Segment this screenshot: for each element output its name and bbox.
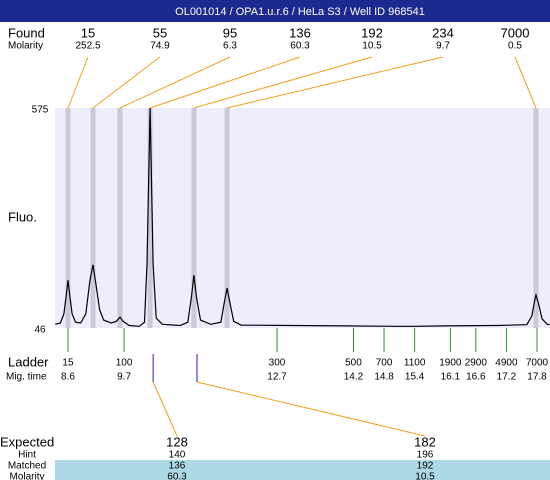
peak-band <box>224 108 230 328</box>
found-size: 7000 <box>501 25 530 40</box>
found-molarity: 252.5 <box>75 41 100 52</box>
ladder-time: 17.2 <box>497 372 517 383</box>
y-tick-label: 46 <box>34 325 46 336</box>
matched-label: Matched <box>8 461 46 472</box>
peak-connector <box>149 56 301 109</box>
ladder-size: 1100 <box>404 358 426 369</box>
found-molarity: 0.5 <box>508 41 522 52</box>
peak-band <box>65 108 71 328</box>
peak-band <box>117 108 123 328</box>
y-axis-label: Fluo. <box>8 209 37 224</box>
trace <box>55 107 550 327</box>
found-molarity: 60.3 <box>290 41 310 52</box>
title: OL001014 / OPA1.u.r.6 / HeLa S3 / Well I… <box>175 6 425 18</box>
ladder-size: 4900 <box>495 358 518 369</box>
expected-label: Expected <box>0 434 54 449</box>
matched-size: 192 <box>417 461 434 472</box>
peak-connector <box>226 56 444 109</box>
found-label: Found <box>8 25 45 40</box>
mig-time-label: Mig. time <box>6 372 47 383</box>
hint-label: Hint <box>18 450 36 461</box>
ladder-time: 8.6 <box>61 372 75 383</box>
peak-connector <box>514 56 537 109</box>
ladder-size: 1900 <box>439 358 462 369</box>
ladder-time: 16.1 <box>441 372 461 383</box>
found-molarity: 74.9 <box>150 41 170 52</box>
ladder-time: 14.2 <box>344 372 364 383</box>
ladder-time: 15.4 <box>405 372 425 383</box>
found-size: 192 <box>361 25 383 40</box>
found-molarity-label: Molarity <box>8 41 43 52</box>
expected-size: 182 <box>414 434 436 449</box>
found-size: 55 <box>153 25 167 40</box>
matched-size: 136 <box>169 461 186 472</box>
found-molarity: 10.5 <box>362 41 382 52</box>
y-tick-label: 575 <box>32 105 49 116</box>
peak-band <box>533 108 539 328</box>
ladder-time: 9.7 <box>117 372 131 383</box>
ladder-size: 300 <box>269 358 286 369</box>
peak-connector <box>119 56 231 109</box>
hint-size: 196 <box>417 450 434 461</box>
expected-connector <box>152 381 178 437</box>
ladder-time: 16.6 <box>466 372 486 383</box>
peak-connector <box>92 56 161 109</box>
peak-connector <box>193 56 373 109</box>
peak-connector <box>67 56 89 109</box>
ladder-size: 500 <box>345 358 362 369</box>
peak-band <box>147 108 153 328</box>
matched-band <box>55 460 550 480</box>
expected-size: 128 <box>166 434 188 449</box>
ladder-size: 2900 <box>465 358 488 369</box>
ladder-label: Ladder <box>8 354 49 369</box>
ladder-size: 100 <box>116 358 133 369</box>
found-size: 136 <box>289 25 311 40</box>
found-size: 15 <box>81 25 95 40</box>
peak-band <box>90 108 96 328</box>
found-size: 234 <box>432 25 454 40</box>
found-molarity: 9.7 <box>436 41 450 52</box>
plot-area <box>55 108 550 328</box>
found-molarity: 6.3 <box>223 41 237 52</box>
matched-molarity: 10.5 <box>415 472 435 480</box>
ladder-time: 17.8 <box>527 372 547 383</box>
expected-connector <box>196 381 426 437</box>
ladder-time: 12.7 <box>267 372 287 383</box>
peak-band <box>191 108 197 328</box>
matched-molarity: 60.3 <box>167 472 187 480</box>
found-size: 95 <box>223 25 237 40</box>
ladder-size: 700 <box>376 358 393 369</box>
hint-size: 140 <box>169 450 186 461</box>
molarity-label: Molarity <box>9 472 44 480</box>
title-bar <box>0 0 550 22</box>
ladder-size: 7000 <box>526 358 549 369</box>
ladder-time: 14.8 <box>374 372 394 383</box>
ladder-size: 15 <box>62 358 74 369</box>
